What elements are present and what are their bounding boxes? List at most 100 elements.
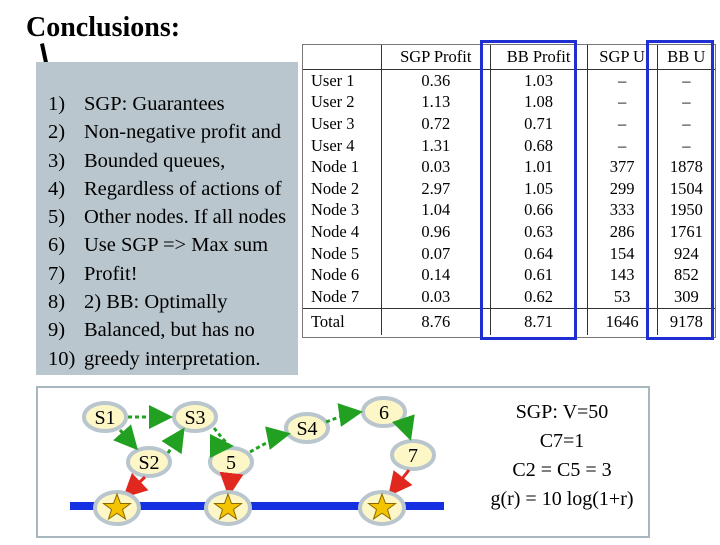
destination-star-2 [204,490,252,526]
table-cell: 852 [673,265,699,285]
row-label: User 1 [303,69,382,92]
node-s4: S4 [284,412,330,444]
table-cell: 333 [587,199,658,222]
table-cell: 0.71 [490,113,588,135]
total-cell: 8.76 [381,307,491,335]
node-s3: S3 [172,401,218,433]
row-label: Node 2 [303,177,382,200]
table-cell: 377 [587,156,658,178]
arrow-s4-6 [325,403,363,427]
list-item: 7) Profit! [48,262,138,285]
arrow-s2-s3 [161,427,185,455]
note-line: SGP: V=50 [515,401,609,423]
table-cell: 0.36 [381,69,491,92]
node-5: 5 [208,446,254,478]
table-cell: 0.03 [381,156,491,178]
table-cell: – [682,113,691,133]
highlight-bb-profit [480,40,577,340]
row-label: Node 5 [303,242,382,265]
svg-text:6: 6 [379,402,389,424]
table-row: Node 7 0.03 0.62 53 309 [303,285,715,309]
table-cell: 1.03 [490,69,588,92]
table-row: Node 5 0.07 0.64 154 924 [303,242,715,265]
table-cell: – [587,113,658,135]
table-row: User 1 0.36 1.03– – [303,69,715,92]
list-item: 3) Bounded queues, [48,149,226,172]
table-cell: 0.62 [490,285,588,309]
table-header-bb-u: BB U [657,45,715,70]
highlight-bb-u [646,40,714,340]
table-cell: 1.13 [381,91,491,114]
table-cell: 0.03 [381,285,491,309]
table-cell: 0.68 [490,134,588,157]
svg-text:S3: S3 [184,407,205,429]
note-line: C7=1 [539,430,585,452]
table-cell: 309 [673,286,699,306]
table-cell: – [682,92,691,112]
table-header-sgp-u: SGP U [587,45,658,70]
table-row: User 2 1.13 1.08– – [303,91,715,114]
table-cell: 0.72 [381,113,491,135]
table-cell: 2.97 [381,177,491,200]
row-label: Node 7 [303,285,382,309]
svg-text:S4: S4 [296,418,317,440]
list-item: 1) SGP: Guarantees [48,93,225,115]
total-label: Total [303,307,382,335]
table-cell: – [587,69,658,92]
table-cell: 1878 [669,157,703,177]
profit-table: SGP Profit BB Profit SGP U BB U User 1 0.… [303,45,715,335]
row-label: Node 3 [303,199,382,222]
table-cell: 0.63 [490,221,588,243]
table-cell: 0.61 [490,264,588,286]
network-svg: S1 S3 S4 6 S2 5 7 [70,396,444,526]
table-row: User 4 1.31 0.68– – [303,134,715,157]
table-cell: 154 [587,242,658,265]
total-cell: 9178 [657,307,715,335]
table-cell: 0.96 [381,221,491,243]
note-line: C2 = C5 = 3 [512,459,612,481]
arrow-7-dest [388,469,413,497]
row-label: User 3 [303,113,382,135]
table-cell: 286 [587,221,658,243]
table-header-sgp-profit: SGP Profit [381,45,491,70]
table-cell: 1761 [669,221,703,241]
table-header-corner [303,45,382,70]
svg-text:S2: S2 [138,452,159,474]
table-row: User 3 0.72 0.71– – [303,113,715,135]
table-row: Node 3 1.04 0.66 333 1950 [303,199,715,222]
table-cell: 1.05 [490,177,588,200]
table-cell: – [682,135,691,155]
table-header-bb-profit: BB Profit [490,45,588,70]
node-7: 7 [390,439,436,471]
table-cell: 0.64 [490,242,588,265]
conclusions-list: 1) SGP: Guarantees 2) Non-negative profit … [48,90,286,373]
table-cell: 924 [673,243,699,263]
table-cell: 1950 [669,200,703,220]
arrow-5-s4 [249,426,291,454]
table-cell: 0.14 [381,264,491,286]
svg-text:S1: S1 [94,407,115,429]
list-item: 6) Use SGP => Max sum [48,234,269,257]
table-total-row: Total 8.76 8.71 1646 9178 [303,307,715,335]
table-row: Node 6 0.14 0.61 143 852 [303,264,715,286]
list-item: 5) Other nodes. If all nodes [48,206,287,229]
table-row: Node 2 2.97 1.05 299 1504 [303,177,715,200]
row-label: User 4 [303,134,382,157]
svg-text:5: 5 [226,452,236,474]
table-cell: – [682,70,691,90]
arrow-s3-5 [209,427,234,458]
node-s2: S2 [126,446,172,478]
table-cell: 1.04 [381,199,491,222]
table-cell: 1.31 [381,134,491,157]
note-line: g(r) = 10 log(1+r) [490,488,634,510]
table-cell: 143 [587,264,658,286]
row-label: Node 1 [303,156,382,178]
table-cell: 1504 [669,178,703,198]
slide-title: Conclusions: [26,12,181,43]
svg-text:7: 7 [408,445,418,467]
table-row: Node 1 0.03 1.01 377 1878 [303,156,715,178]
node-s1: S1 [82,401,128,433]
row-label: Node 6 [303,264,382,286]
arrow-6-7 [391,414,415,441]
row-label: User 2 [303,91,382,114]
